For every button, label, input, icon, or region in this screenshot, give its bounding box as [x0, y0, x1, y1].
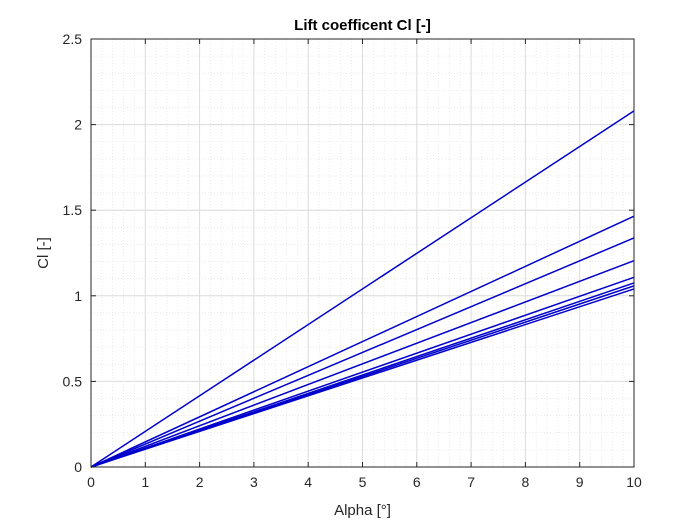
series-line-4 — [90, 259, 635, 468]
x-tick-label: 5 — [359, 474, 367, 490]
series-line-5 — [90, 276, 635, 468]
x-tick-label: 9 — [576, 474, 584, 490]
ticks: 0 1 2 3 4 5 6 7 8 9 10 0 0.5 1 1.5 2 2.5 — [63, 31, 642, 490]
x-tick-label: 1 — [141, 474, 149, 490]
series-line-8 — [90, 288, 635, 468]
y-tick-label: 2.5 — [63, 31, 83, 47]
y-tick-label: 0 — [74, 459, 82, 475]
x-axis-label: Alpha [°] — [334, 502, 391, 519]
y-axis-label: Cl [-] — [35, 237, 52, 269]
x-tick-label: 3 — [250, 474, 258, 490]
x-tick-label: 8 — [522, 474, 530, 490]
series-line-3 — [90, 237, 635, 468]
x-tick-label: 7 — [467, 474, 475, 490]
x-tick-label: 10 — [626, 474, 642, 490]
chart-title: Lift coefficent Cl [-] — [294, 17, 431, 34]
y-tick-label: 2 — [74, 117, 82, 133]
series-group — [90, 110, 635, 468]
x-tick-label: 6 — [413, 474, 421, 490]
y-tick-label: 0.5 — [63, 373, 83, 389]
x-tick-label: 2 — [196, 474, 204, 490]
x-tick-label: 0 — [87, 474, 95, 490]
y-tick-label: 1.5 — [63, 202, 83, 218]
y-tick-label: 1 — [74, 288, 82, 304]
series-line-2 — [90, 215, 635, 468]
series-line-1 — [90, 110, 635, 468]
x-tick-label: 4 — [304, 474, 312, 490]
